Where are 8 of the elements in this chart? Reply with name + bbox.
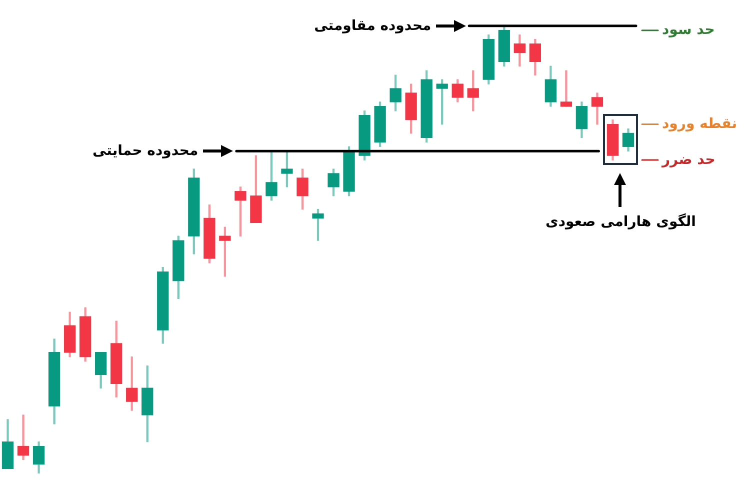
annotation: الگوی هارامی صعودی [545, 213, 696, 232]
ref-line-label: حد ضرر [662, 151, 716, 170]
ref-line-label: حد سود [662, 21, 715, 40]
ref-line-label: محدوده مقاومتی [314, 16, 432, 35]
candlestick [17, 414, 30, 460]
ref-line-label: محدوده حمایتی [92, 142, 198, 160]
ref-line-label: نقطه ورود [662, 115, 737, 134]
candlestick [560, 70, 572, 107]
